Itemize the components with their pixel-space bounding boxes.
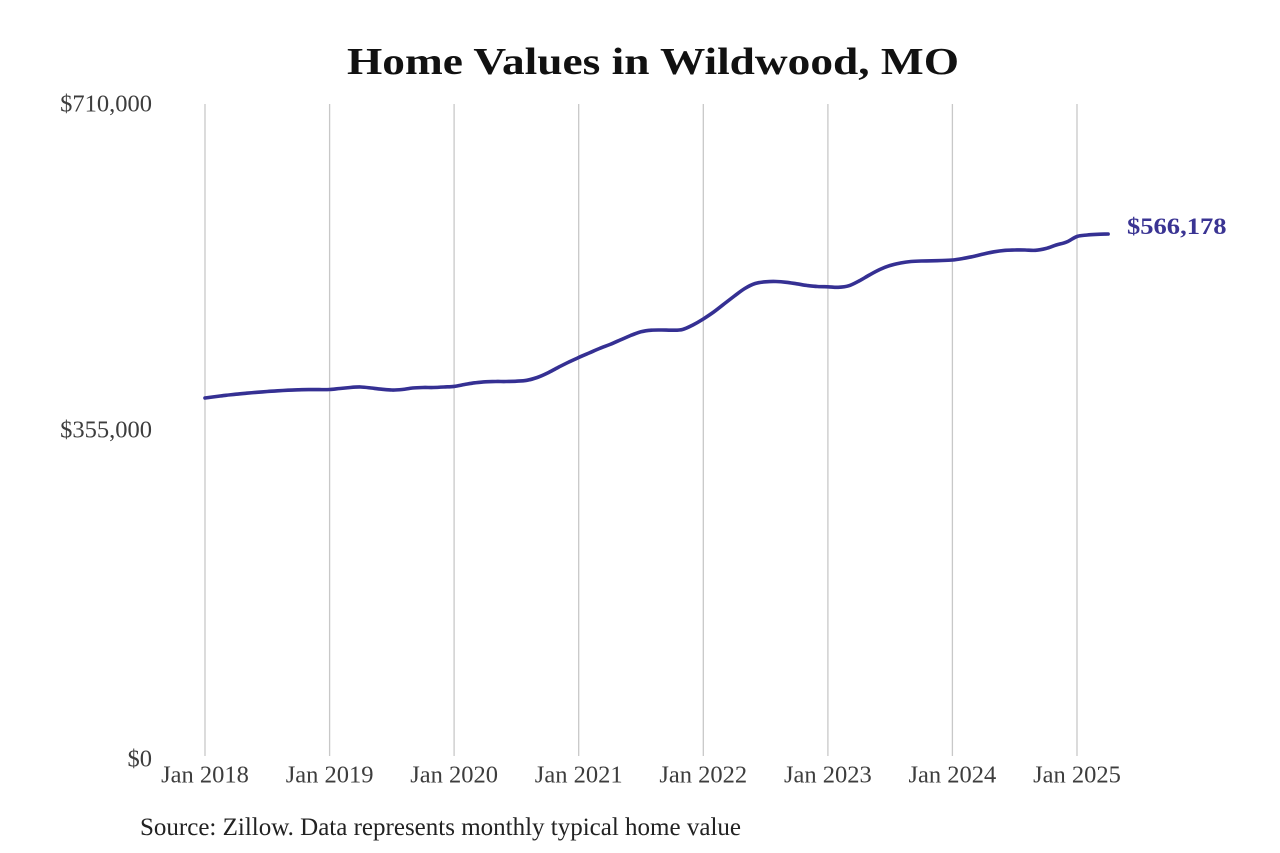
svg-text:Jan 2022: Jan 2022 — [659, 762, 747, 789]
svg-text:Jan 2024: Jan 2024 — [909, 762, 997, 789]
svg-text:$0: $0 — [128, 746, 153, 773]
svg-text:$355,000: $355,000 — [60, 417, 152, 444]
svg-text:$566,178: $566,178 — [1127, 214, 1227, 240]
svg-text:Home Values in Wildwood, MO: Home Values in Wildwood, MO — [347, 41, 959, 83]
svg-text:Jan 2023: Jan 2023 — [784, 762, 872, 789]
svg-text:Jan 2019: Jan 2019 — [286, 762, 374, 789]
svg-text:Jan 2020: Jan 2020 — [410, 762, 498, 789]
svg-text:Jan 2021: Jan 2021 — [535, 762, 623, 789]
svg-text:Source: Zillow. Data represent: Source: Zillow. Data represents monthly … — [140, 814, 741, 841]
svg-text:$710,000: $710,000 — [60, 91, 152, 118]
svg-text:Jan 2018: Jan 2018 — [161, 762, 249, 789]
svg-text:Jan 2025: Jan 2025 — [1033, 762, 1121, 789]
